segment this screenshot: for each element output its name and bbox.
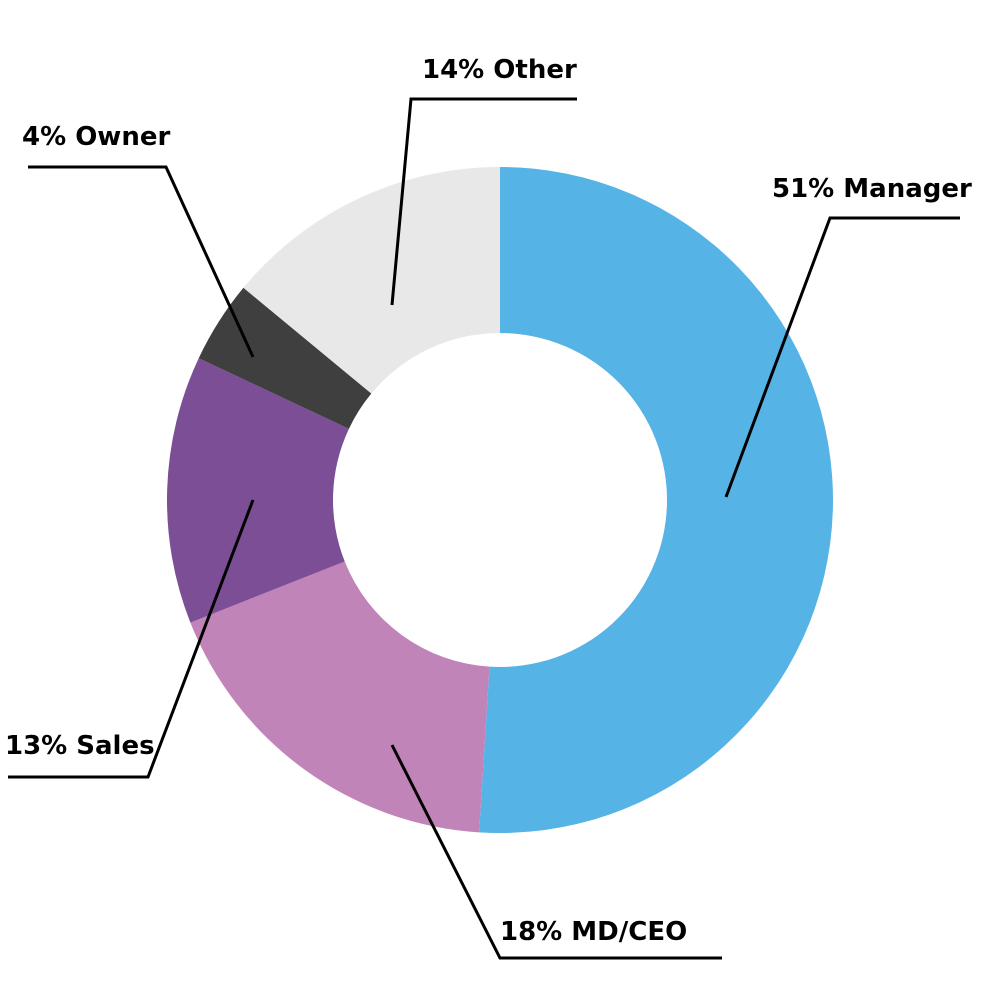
leader-line-other: [390, 97, 577, 306]
leader-line-manager: [724, 216, 960, 498]
leader-line-owner: [28, 165, 255, 358]
slice-label-sales: 13% Sales: [5, 731, 155, 761]
slice-labels: 51% Manager 18% MD/CEO 13% Sales 4% Owner 14…: [5, 55, 972, 947]
slice-other: [243, 167, 501, 394]
slice-label-manager: 51% Manager: [772, 174, 972, 204]
slice-md-ceo: [190, 561, 490, 833]
slice-owner: [198, 287, 372, 429]
leader-lines: [8, 97, 960, 960]
leader-line-sales: [8, 499, 255, 779]
slice-sales: [167, 358, 349, 623]
slice-label-other: 14% Other: [422, 55, 577, 85]
slice-label-md-ceo: 18% MD/CEO: [500, 917, 687, 947]
donut-slices: [167, 167, 834, 834]
leader-line-md-ceo: [390, 744, 722, 960]
slice-label-owner: 4% Owner: [22, 122, 170, 152]
slice-manager: [479, 167, 834, 834]
